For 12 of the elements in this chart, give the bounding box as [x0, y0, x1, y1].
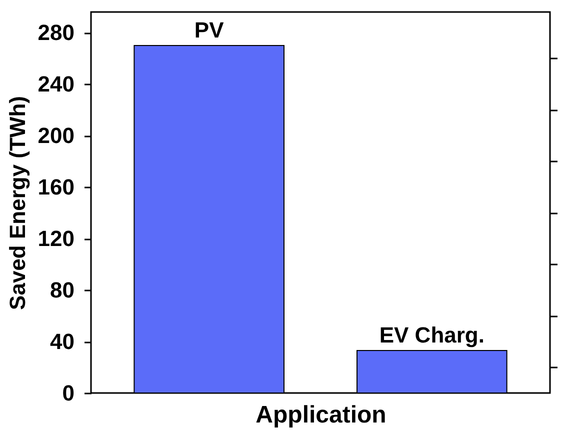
y-tick-label: 120	[38, 226, 74, 252]
y-tick-label: 160	[38, 174, 74, 200]
x-tick-label: EV Charg.	[379, 322, 484, 348]
y-tick-label: 0	[62, 380, 74, 406]
x-tick-label: PV	[194, 17, 224, 42]
y-tick-label: 240	[38, 72, 74, 97]
y-tick-label: 200	[38, 123, 74, 148]
x-axis-title: Application	[256, 402, 386, 428]
y-tick-label: 80	[50, 278, 74, 303]
y-tick-label: 40	[50, 329, 74, 354]
y-axis-title: Saved Energy (TWh)	[4, 96, 30, 310]
y-tick-label: 280	[38, 20, 74, 46]
